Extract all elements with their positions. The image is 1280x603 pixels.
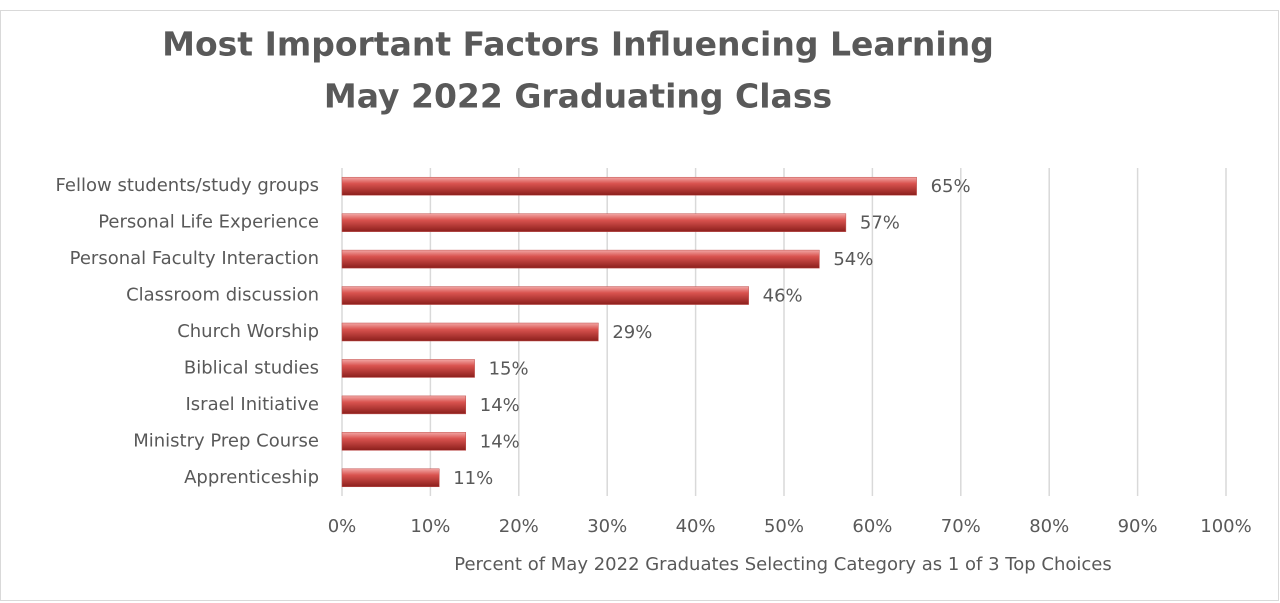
y-tick-label: Personal Life Experience — [98, 212, 319, 233]
x-axis-label: Percent of May 2022 Graduates Selecting … — [454, 554, 1111, 575]
data-label: 29% — [612, 322, 652, 343]
x-tick-label: 20% — [499, 516, 539, 537]
y-tick-label: Church Worship — [177, 321, 319, 342]
x-tick-label: 80% — [1029, 516, 1069, 537]
x-tick-label: 40% — [676, 516, 716, 537]
y-tick-label: Fellow students/study groups — [56, 175, 319, 196]
bar — [341, 322, 599, 342]
x-tick-label: 0% — [328, 516, 357, 537]
y-tick-label: Apprenticeship — [184, 467, 319, 488]
x-tick-label: 100% — [1200, 516, 1251, 537]
bar — [341, 468, 440, 488]
data-label: 15% — [489, 358, 529, 379]
bar — [341, 432, 467, 451]
y-tick-label: Personal Faculty Interaction — [70, 248, 319, 269]
bar — [341, 286, 749, 305]
data-label: 54% — [833, 249, 873, 270]
bar — [341, 359, 475, 378]
bar — [341, 395, 467, 415]
data-label: 57% — [860, 213, 900, 234]
chart-title: Most Important Factors Influencing Learn… — [162, 25, 994, 64]
y-tick-label: Israel Initiative — [185, 394, 319, 415]
x-tick-label: 70% — [941, 516, 981, 537]
chart-title: May 2022 Graduating Class — [324, 77, 832, 116]
bar — [341, 249, 820, 269]
y-tick-label: Biblical studies — [184, 357, 319, 378]
bar — [341, 176, 917, 196]
data-label: 46% — [763, 286, 803, 307]
y-tick-label: Classroom discussion — [126, 285, 319, 306]
chart-frame — [0, 10, 1279, 601]
x-tick-label: 90% — [1118, 516, 1158, 537]
data-label: 65% — [931, 176, 971, 197]
x-tick-label: 50% — [764, 516, 804, 537]
x-tick-label: 10% — [410, 516, 450, 537]
data-label: 14% — [480, 395, 520, 416]
bar — [341, 213, 847, 232]
x-tick-label: 60% — [852, 516, 892, 537]
data-label: 11% — [453, 468, 493, 489]
x-tick-label: 30% — [587, 516, 627, 537]
data-label: 14% — [480, 431, 520, 452]
y-tick-label: Ministry Prep Course — [133, 430, 319, 451]
